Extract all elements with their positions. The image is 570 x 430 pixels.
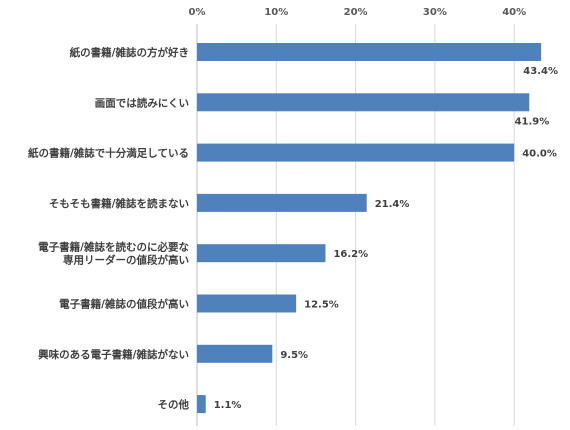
data-label: 1.1%	[214, 400, 242, 411]
category-labels: 紙の書籍/雑誌の方が好き画面では読みにくい紙の書籍/雑誌で十分満足しているそもそ…	[28, 46, 190, 411]
category-label: 紙の書籍/雑誌の方が好き	[70, 46, 189, 59]
data-labels: 43.4% 41.9% 40.0% 21.4% 16.2% 12.5% 9.5% 1.1%	[214, 66, 558, 411]
category-label: 電子書籍/雑誌を読むのに必要な専用リーダーの値段が高い	[38, 241, 189, 267]
data-label: 21.4%	[375, 199, 410, 210]
category-label: その他	[158, 398, 190, 411]
data-label: 41.9%	[515, 116, 550, 127]
bar	[197, 344, 273, 363]
x-tick-label: 40%	[502, 7, 526, 18]
bar	[197, 395, 206, 414]
bar	[197, 244, 326, 263]
bars	[197, 43, 542, 414]
bar	[197, 193, 367, 212]
data-label: 16.2%	[333, 249, 368, 260]
bar	[197, 143, 515, 162]
bar	[197, 43, 542, 61]
bar	[197, 93, 530, 112]
category-label: 興味のある電子書籍/雑誌がない	[38, 348, 189, 361]
x-tick-label: 30%	[423, 7, 447, 18]
category-label: そもそも書籍/雑誌を読まない	[49, 197, 189, 210]
x-tick-label: 10%	[264, 7, 288, 18]
x-tick-label: 0%	[189, 7, 206, 18]
data-label: 40.0%	[522, 149, 557, 160]
gridlines	[196, 24, 515, 426]
category-label: 画面では読みにくい	[95, 96, 189, 109]
category-label: 電子書籍/雑誌の値段が高い	[59, 298, 189, 311]
data-label: 9.5%	[280, 350, 308, 361]
data-label: 12.5%	[304, 300, 339, 311]
category-label: 紙の書籍/雑誌で十分満足している	[28, 147, 189, 160]
x-tick-label: 20%	[344, 7, 368, 18]
bar	[197, 294, 297, 313]
x-axis-ticks: 0% 10% 20% 30% 40%	[189, 7, 527, 18]
data-label: 43.4%	[523, 66, 558, 77]
